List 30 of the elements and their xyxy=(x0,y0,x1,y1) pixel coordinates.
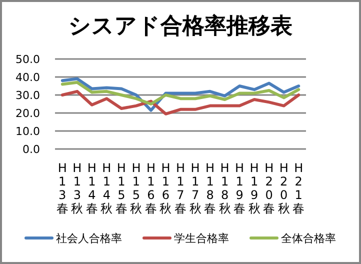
y-tick-label: 40.0 xyxy=(16,71,40,84)
x-tick-label: H13春 xyxy=(56,161,68,216)
y-tick-label: 20.0 xyxy=(16,107,40,120)
x-tick-label: H13秋 xyxy=(71,161,84,216)
chart-title: シスアド合格率推移表 xyxy=(68,13,292,39)
x-tick-label: H18秋 xyxy=(218,161,231,216)
x-tick-label: H17秋 xyxy=(189,161,202,216)
x-tick-label: H18春 xyxy=(204,161,216,216)
y-tick-label: 0.0 xyxy=(22,143,40,156)
y-tick-label: 50.0 xyxy=(16,53,40,66)
x-tick-label: H16春 xyxy=(144,161,157,216)
legend-label: 全体合格率 xyxy=(281,232,336,245)
x-tick-label: H20秋 xyxy=(278,161,290,216)
y-tick-label: 10.0 xyxy=(16,125,40,138)
legend-label: 社会人合格率 xyxy=(56,232,122,245)
legend-label: 学生合格率 xyxy=(174,232,229,245)
y-tick-label: 30.0 xyxy=(16,89,40,102)
x-tick-label: H19秋 xyxy=(248,161,260,216)
x-tick-label: H14秋 xyxy=(100,161,113,216)
x-tick-label: H19春 xyxy=(234,161,246,216)
x-tick-label: H17春 xyxy=(174,161,186,216)
line-series xyxy=(60,90,300,116)
x-tick-label: H14春 xyxy=(86,161,98,216)
x-tick-label: H16秋 xyxy=(160,161,172,216)
line-series xyxy=(60,77,300,112)
x-tick-label: H15春 xyxy=(115,161,128,216)
x-tick-label: H21春 xyxy=(292,161,305,216)
line-series xyxy=(60,80,300,106)
x-tick-label: H20春 xyxy=(263,161,276,216)
x-tick-label: H15秋 xyxy=(130,161,142,216)
